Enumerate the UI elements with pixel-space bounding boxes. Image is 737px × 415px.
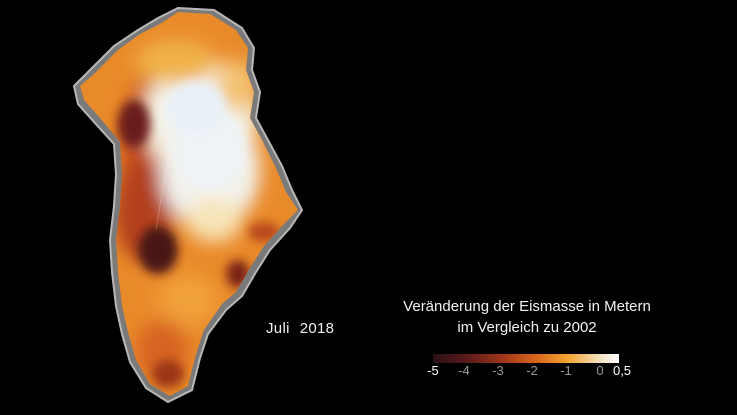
legend-tick: -5 (427, 363, 439, 378)
legend-title-line-2: im Vergleich zu 2002 (457, 319, 597, 336)
date-month: Juli (266, 320, 290, 337)
legend-color-bar (433, 354, 619, 363)
legend-tick: -1 (560, 363, 572, 378)
date-label: Juli 2018 (266, 320, 334, 337)
legend-tick: -3 (492, 363, 504, 378)
legend-tick: 0,5 (612, 363, 632, 378)
legend-title-line-1: Veränderung der Eismasse in Metern (403, 298, 651, 315)
date-year: 2018 (299, 320, 335, 337)
legend-tick: -2 (526, 363, 538, 378)
legend-tick: 0 (596, 363, 604, 378)
ice-flow-lines (155, 89, 253, 231)
legend-tick: -4 (458, 363, 470, 378)
color-legend: Veränderung der Eismasse in Metern im Ve… (392, 296, 662, 378)
